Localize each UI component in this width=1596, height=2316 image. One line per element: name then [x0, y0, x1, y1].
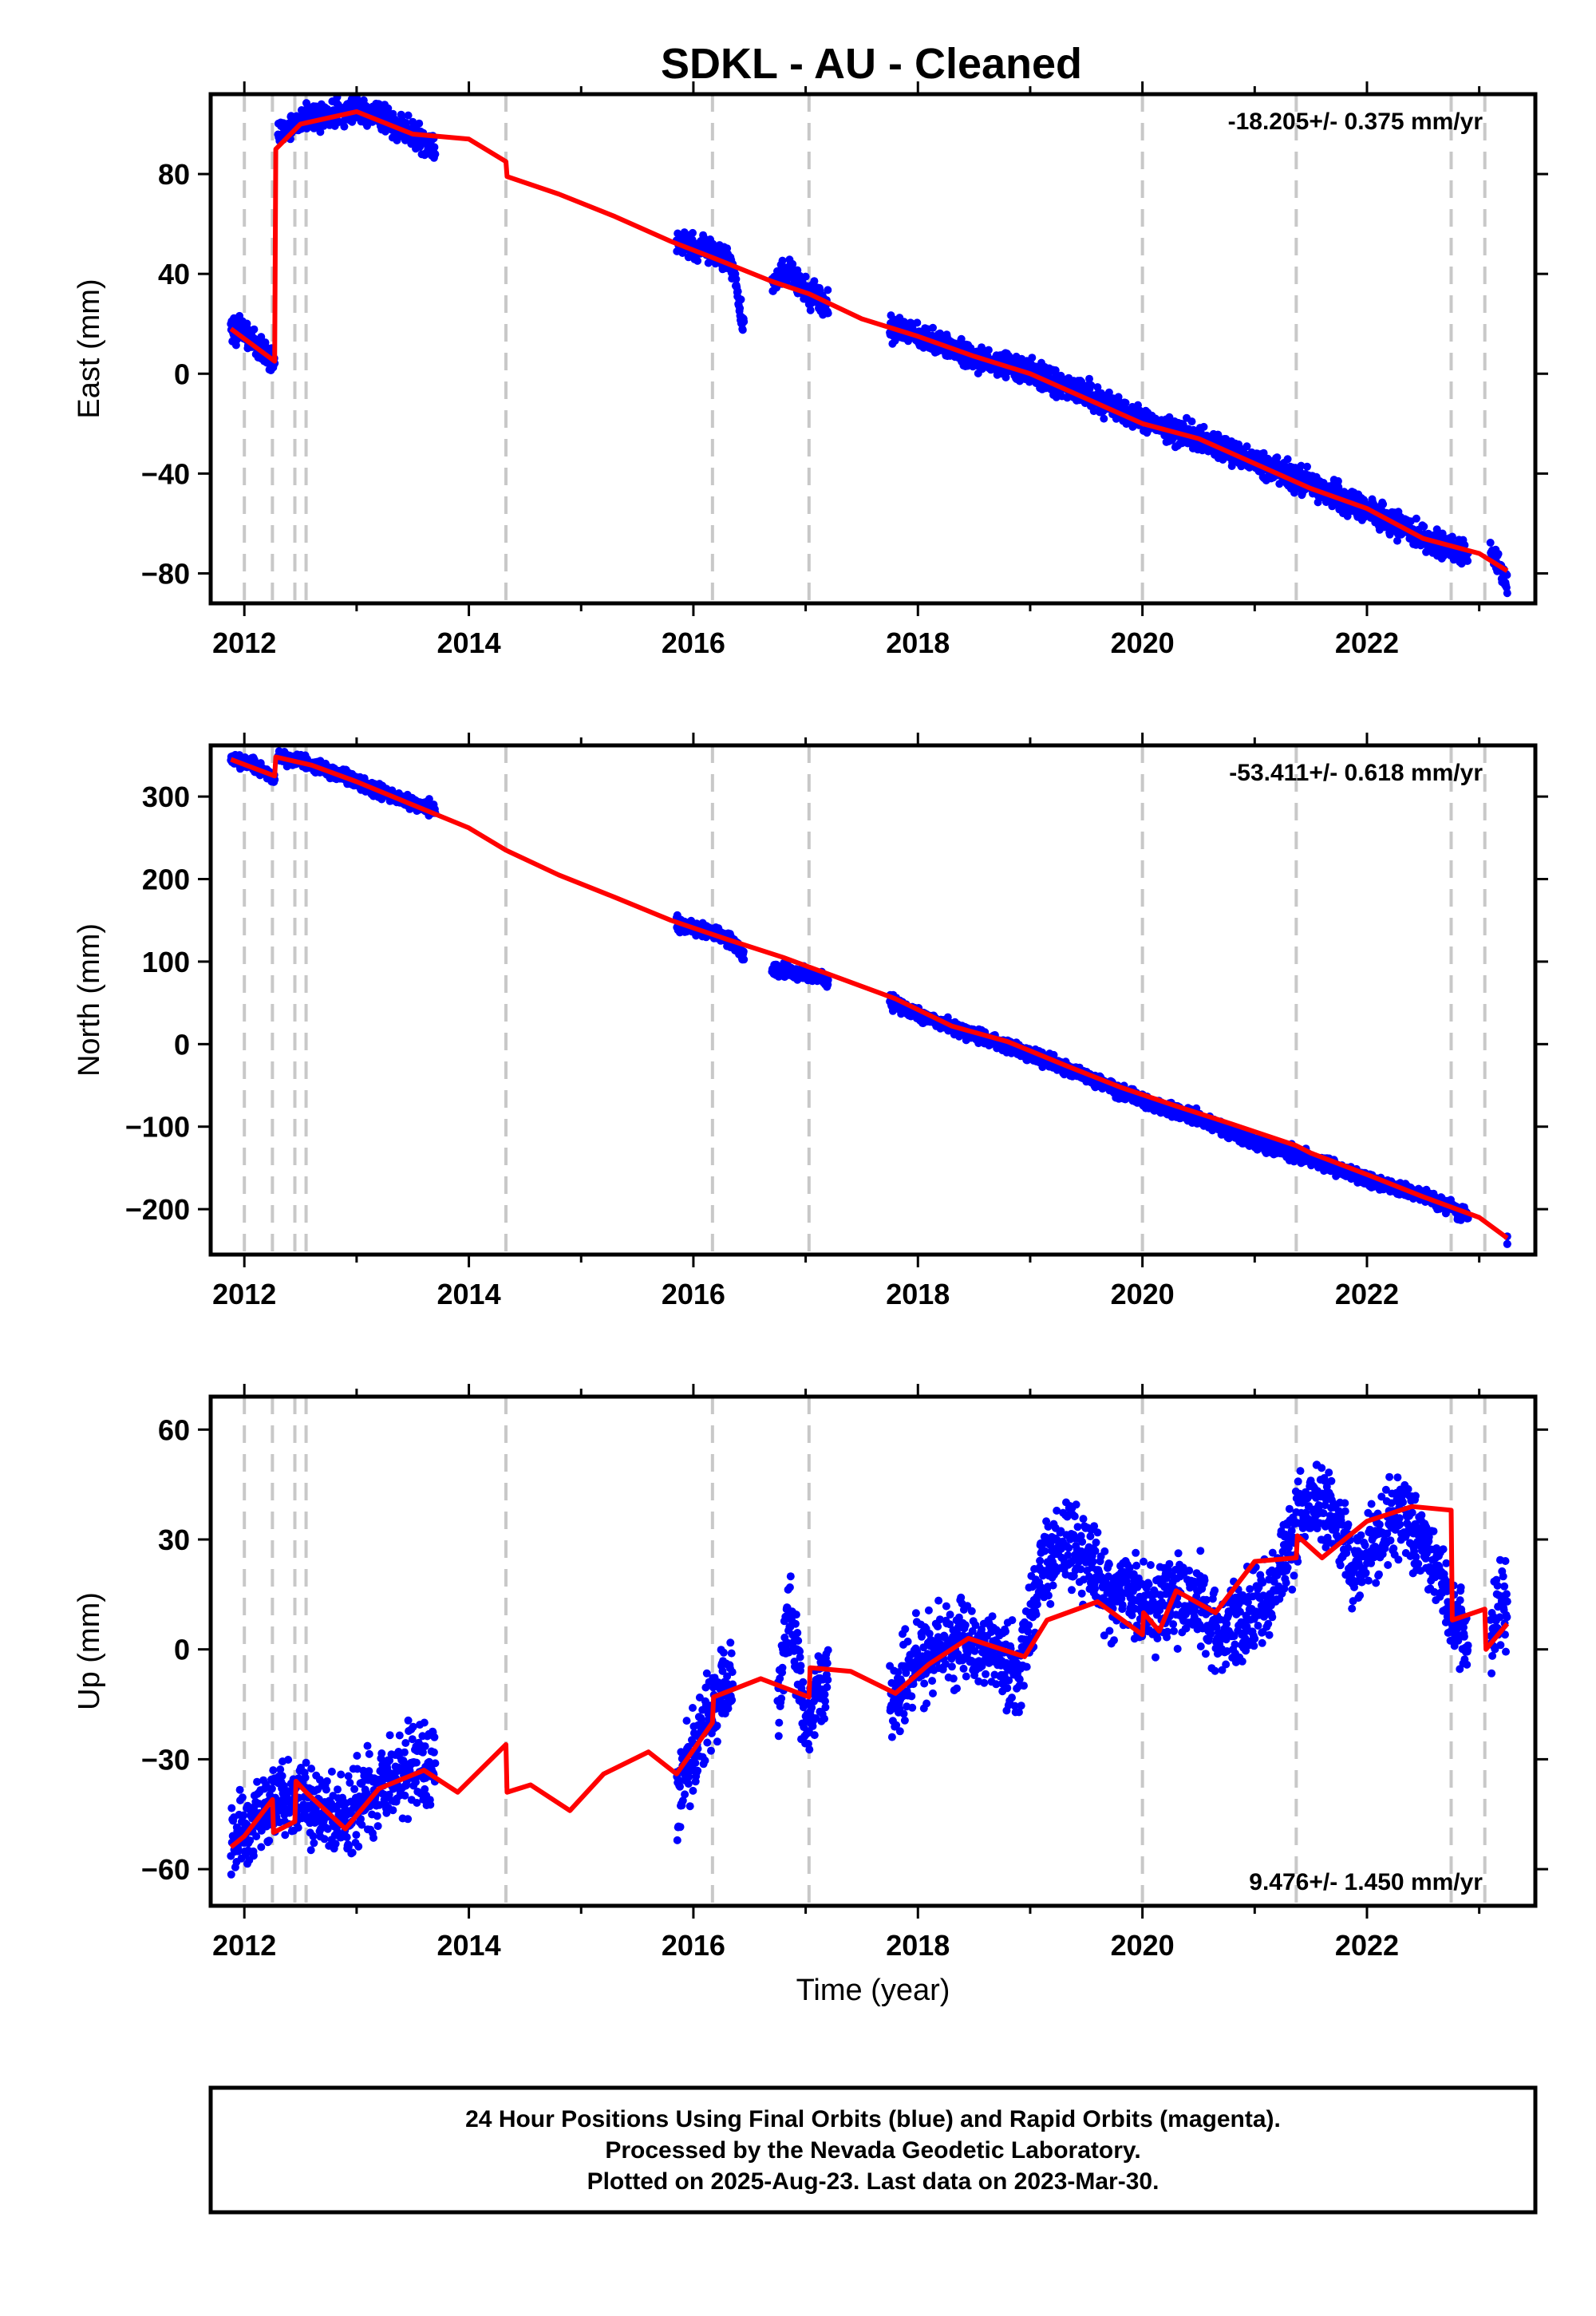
- x-tick-label: 2022: [1335, 626, 1399, 659]
- data-point: [1503, 571, 1511, 579]
- data-point: [943, 1013, 952, 1022]
- data-point: [1259, 449, 1268, 457]
- data-point: [1085, 374, 1093, 383]
- model-fit-line: [229, 109, 1509, 573]
- data-point: [1001, 373, 1010, 381]
- data-point: [1494, 550, 1503, 558]
- data-point: [736, 304, 745, 313]
- data-point: [1187, 417, 1196, 426]
- data-point: [737, 295, 745, 304]
- data-point: [1093, 383, 1102, 392]
- x-tick-label: 2014: [437, 1278, 501, 1310]
- data-point: [1393, 536, 1401, 545]
- data-point: [693, 256, 702, 265]
- x-tick-label: 2018: [886, 626, 950, 659]
- data-point: [250, 325, 259, 334]
- data-point: [1283, 455, 1292, 464]
- data-point: [801, 272, 810, 281]
- data-point: [1242, 442, 1251, 451]
- y-tick-label: −100: [125, 1111, 190, 1144]
- data-point: [935, 329, 944, 338]
- data-points: [227, 747, 1511, 1248]
- x-tick-label: 2016: [662, 626, 725, 659]
- data-point: [788, 259, 797, 268]
- data-point: [1028, 354, 1037, 362]
- data-point: [1503, 1239, 1511, 1248]
- x-tick-label: 2016: [662, 1278, 725, 1310]
- x-tick-label: 2012: [212, 626, 276, 659]
- data-point: [824, 975, 832, 984]
- data-point: [733, 287, 742, 296]
- data-point: [678, 249, 687, 257]
- data-point: [431, 150, 440, 159]
- data-point: [1448, 532, 1456, 541]
- data-point: [1089, 407, 1098, 416]
- data-point: [302, 124, 311, 132]
- data-point: [415, 119, 424, 128]
- data-point: [1503, 589, 1511, 598]
- data-point: [740, 955, 749, 964]
- y-tick-label: 0: [174, 358, 190, 390]
- data-point: [810, 277, 819, 286]
- data-point: [1303, 462, 1311, 471]
- data-point: [1100, 414, 1108, 423]
- y-tick-label: −40: [141, 457, 190, 490]
- data-point: [913, 318, 922, 327]
- data-point: [984, 346, 993, 354]
- panel-east: 2012 2014 2016 2018 2020 2022 −80 −40 0 40 80 East …: [73, 81, 1548, 659]
- data-point: [1464, 556, 1472, 565]
- data-point: [778, 256, 787, 265]
- y-tick-label: −80: [141, 557, 190, 590]
- data-point: [404, 111, 413, 120]
- data-point: [1379, 500, 1388, 508]
- data-point: [738, 326, 747, 334]
- x-tick-label: 2022: [1335, 1278, 1399, 1310]
- data-point: [740, 318, 749, 326]
- data-point: [806, 306, 815, 314]
- x-tick-label: 2014: [437, 626, 501, 659]
- data-point: [739, 947, 748, 956]
- velocity-label: -18.205+/- 0.375 mm/yr: [1228, 109, 1483, 135]
- plot-frame: [208, 92, 1538, 606]
- data-point: [430, 143, 439, 152]
- y-tick-label: −200: [125, 1193, 190, 1226]
- data-point: [316, 128, 325, 136]
- data-point: [732, 275, 741, 283]
- data-point: [1199, 422, 1208, 431]
- data-point: [1087, 381, 1096, 389]
- data-point: [1104, 388, 1113, 397]
- x-tick-label: 2012: [212, 1278, 276, 1310]
- data-point: [1412, 514, 1420, 523]
- data-points: [227, 94, 1511, 598]
- panel-north: 2012 2014 2016 2018 2020 2022−200−10001002003…: [73, 733, 1548, 1310]
- x-tick-label: 2020: [1111, 626, 1175, 659]
- data-point: [1297, 461, 1306, 470]
- plot-area: [227, 745, 1511, 1255]
- data-point: [1420, 522, 1428, 531]
- data-point: [1486, 539, 1495, 547]
- y-axis-label: East (mm): [73, 279, 106, 418]
- data-point: [957, 334, 966, 343]
- data-point: [340, 122, 349, 131]
- data-point: [1273, 453, 1282, 462]
- plot-frame: [208, 743, 1538, 1257]
- data-point: [689, 228, 697, 237]
- model-fit-line: [230, 754, 1509, 1240]
- data-point: [824, 286, 832, 294]
- data-point: [824, 309, 832, 318]
- figure-title: SDKL - AU - Cleaned: [661, 40, 1082, 88]
- plot-area: [227, 94, 1511, 603]
- data-point: [1121, 398, 1130, 407]
- data-point: [1333, 476, 1342, 485]
- x-tick-label: 2020: [1111, 1278, 1175, 1310]
- y-tick-label: 80: [158, 158, 190, 191]
- y-tick-label: 40: [158, 258, 190, 290]
- x-tick-label: 2018: [886, 1278, 950, 1310]
- data-point: [1049, 1050, 1058, 1059]
- data-point: [929, 323, 937, 332]
- data-point: [393, 136, 401, 144]
